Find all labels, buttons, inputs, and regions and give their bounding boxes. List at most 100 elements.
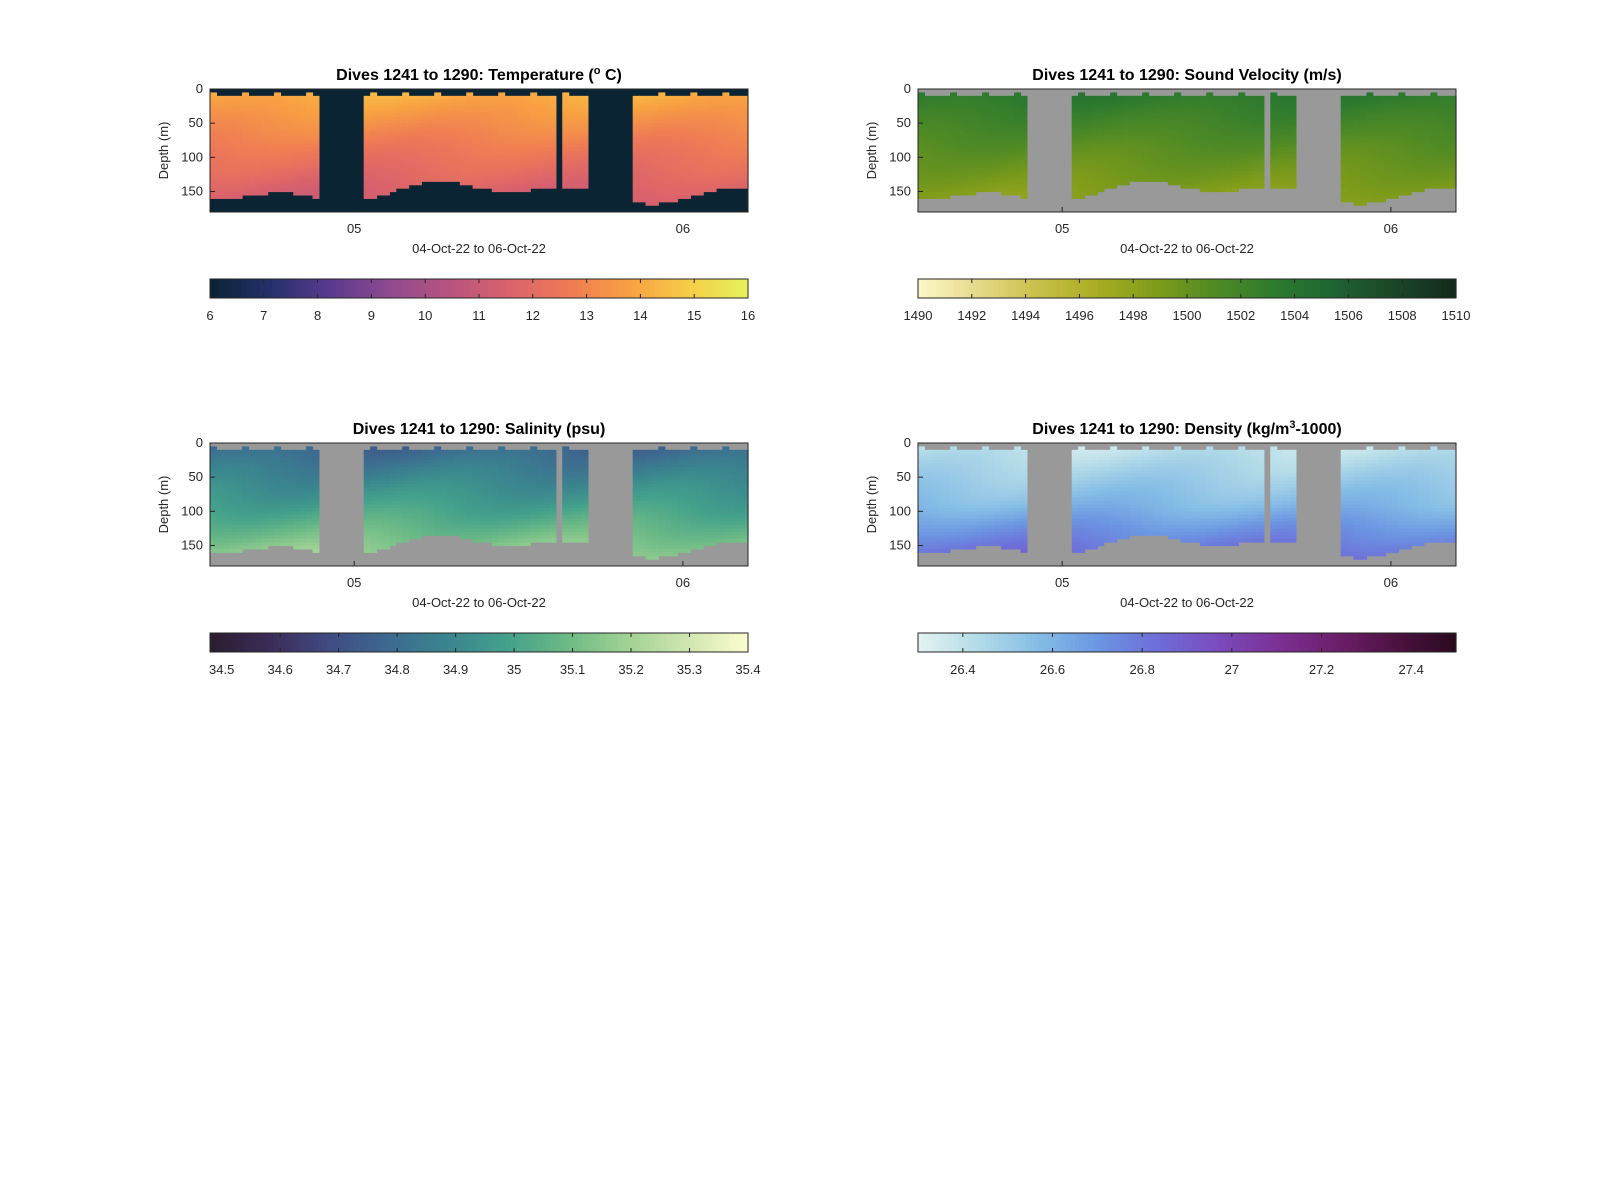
heatmap-cell <box>267 466 275 471</box>
heatmap-cell <box>1206 95 1214 100</box>
heatmap-cell <box>988 147 996 152</box>
heatmap-cell <box>274 174 282 179</box>
heatmap-cell <box>472 116 480 121</box>
heatmap-cell <box>1071 123 1079 128</box>
heatmap-cell <box>722 99 730 104</box>
heatmap-cell <box>376 177 384 182</box>
heatmap-cell <box>632 140 640 145</box>
heatmap-cell <box>1353 153 1361 158</box>
heatmap-cell <box>498 181 506 186</box>
colorbar-segment <box>1308 279 1314 298</box>
heatmap-cell <box>1154 164 1162 169</box>
heatmap-cell <box>930 184 938 189</box>
heatmap-cell <box>639 133 647 138</box>
heatmap-cell <box>1423 140 1431 145</box>
heatmap-cell <box>485 143 493 148</box>
heatmap-cell <box>988 119 996 124</box>
heatmap-cell <box>1001 191 1009 196</box>
heatmap-cell <box>671 147 679 152</box>
heatmap-cell <box>994 188 1002 193</box>
heatmap-cell <box>1148 133 1156 138</box>
heatmap-cell <box>735 157 743 162</box>
heatmap-cell <box>485 140 493 145</box>
heatmap-cell <box>943 102 951 107</box>
heatmap-cell <box>728 150 736 155</box>
heatmap-cell <box>299 112 307 117</box>
heatmap-cell <box>1411 150 1419 155</box>
heatmap-cell <box>1391 136 1399 141</box>
heatmap-cell <box>389 99 397 104</box>
heatmap-cell <box>1443 164 1451 169</box>
heatmap-cell <box>210 92 217 97</box>
heatmap-cell <box>1097 109 1105 114</box>
heatmap-cell <box>950 150 958 155</box>
heatmap-cell <box>1443 157 1451 162</box>
heatmap-cell <box>1122 136 1130 141</box>
heatmap-cell <box>1135 112 1143 117</box>
heatmap-cell <box>658 99 666 104</box>
heatmap-cell <box>1187 99 1194 104</box>
heatmap-cell <box>286 501 294 506</box>
heatmap-cell <box>286 518 294 523</box>
heatmap-cell <box>1398 167 1406 172</box>
heatmap-cell <box>267 181 275 186</box>
heatmap-cell <box>741 181 749 186</box>
heatmap-cell <box>975 123 983 128</box>
heatmap-cell <box>562 130 570 135</box>
heatmap-cell <box>453 167 461 172</box>
heatmap-cell <box>1251 102 1259 107</box>
heatmap-cell <box>690 116 698 121</box>
heatmap-cell <box>421 130 429 135</box>
heatmap-cell <box>722 106 730 111</box>
heatmap-cell <box>414 133 422 138</box>
colorbar-segment <box>1200 279 1206 298</box>
heatmap-cell <box>235 119 243 124</box>
heatmap-cell <box>1359 95 1367 100</box>
heatmap-cell <box>1097 171 1105 176</box>
heatmap-cell <box>1161 140 1169 145</box>
heatmap-cell <box>1379 171 1387 176</box>
heatmap-cell <box>703 177 711 182</box>
heatmap-cell <box>414 143 422 148</box>
heatmap-cell <box>1116 153 1124 158</box>
heatmap-cell <box>434 133 442 138</box>
heatmap-cell <box>722 177 730 182</box>
heatmap-cell <box>1212 177 1220 182</box>
heatmap-cell <box>950 102 958 107</box>
heatmap-cell <box>1340 109 1348 114</box>
heatmap-cell <box>575 126 583 131</box>
heatmap-cell <box>677 177 685 182</box>
heatmap-cell <box>1340 112 1348 117</box>
heatmap-cell <box>1199 95 1207 100</box>
heatmap-cell <box>1443 136 1451 141</box>
heatmap-cell <box>1167 102 1175 107</box>
heatmap-cell <box>1276 106 1284 111</box>
heatmap-cell <box>498 171 506 176</box>
heatmap-cell <box>363 136 371 141</box>
heatmap-cell <box>1449 99 1457 104</box>
heatmap-cell <box>389 501 397 506</box>
heatmap-cell <box>1116 95 1124 100</box>
heatmap-cell <box>549 112 557 117</box>
heatmap-cell <box>1391 95 1399 100</box>
heatmap-cell <box>1379 106 1387 111</box>
heatmap-cell <box>370 133 378 138</box>
heatmap-cell <box>216 140 224 145</box>
heatmap-cell <box>1289 177 1297 182</box>
heatmap-cell <box>1020 102 1028 107</box>
heatmap-cell <box>1251 109 1259 114</box>
heatmap-cell <box>229 535 237 540</box>
heatmap-cell <box>1090 99 1098 104</box>
heatmap-cell <box>402 487 410 492</box>
heatmap-cell <box>1206 116 1214 121</box>
heatmap-cell <box>1257 99 1265 104</box>
colorbar-segment <box>1151 279 1157 298</box>
heatmap-cell <box>937 140 945 145</box>
heatmap-cell <box>389 456 397 461</box>
heatmap-cell <box>543 160 551 165</box>
heatmap-cell <box>261 133 269 138</box>
colorbar-segment <box>434 279 440 298</box>
heatmap-cell <box>427 147 435 152</box>
colorbar-segment <box>420 279 426 298</box>
heatmap-cell <box>280 470 288 475</box>
